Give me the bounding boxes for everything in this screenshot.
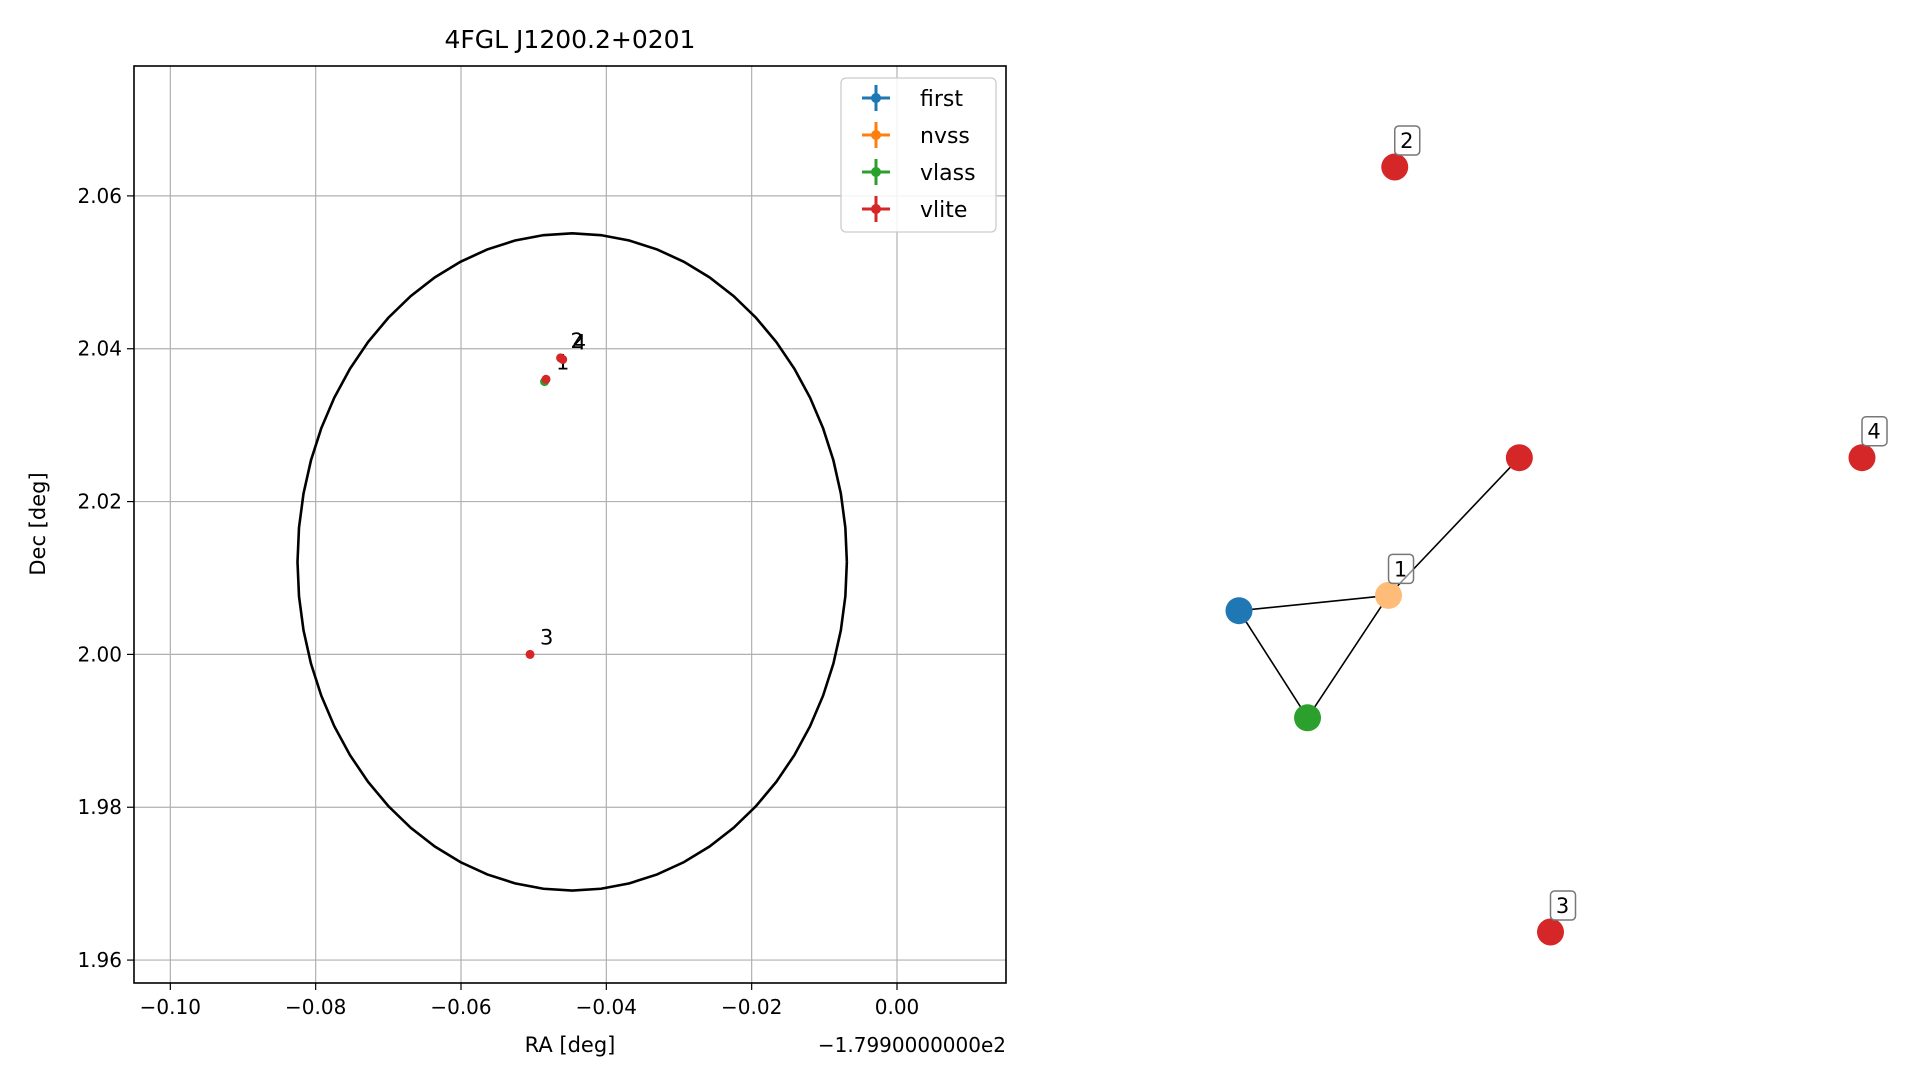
y-tick-label: 1.96 (77, 948, 122, 972)
data-point-vlite (541, 374, 551, 384)
network-nodes: 1 2 3 4 (1225, 125, 1888, 946)
node-vlite-1 (1505, 444, 1533, 472)
legend-marker-dot (871, 204, 881, 214)
node-vlite-4 (1848, 444, 1876, 472)
node-vlass (1294, 704, 1322, 732)
point-label: 2 (571, 329, 584, 353)
node-label: 1 (1387, 553, 1415, 585)
point-label: 3 (540, 625, 553, 649)
network-graph: 1 2 3 4 (1225, 125, 1888, 946)
network-edges (1238, 457, 1520, 719)
node-label-text: 3 (1556, 894, 1569, 918)
data-point-vlite (558, 354, 568, 364)
legend-label-first: first (920, 87, 963, 112)
ellipse-outline (296, 232, 849, 892)
network-edge (1306, 594, 1390, 719)
node-label: 2 (1394, 125, 1421, 156)
y-tick-label: 1.98 (77, 795, 122, 819)
legend: first nvss vlass vlite (840, 77, 997, 233)
legend-label-nvss: nvss (920, 124, 970, 149)
node-label: 4 (1861, 415, 1888, 447)
node-nvss (1375, 581, 1403, 609)
point-label: 4 (573, 330, 586, 354)
x-tick-label: −0.06 (430, 995, 491, 1019)
data-point-vlite (525, 649, 535, 659)
x-tick-label: −0.08 (285, 995, 346, 1019)
node-label-box (1549, 890, 1577, 921)
node-vlite-2 (1381, 153, 1409, 181)
x-tick-label: 0.00 (875, 995, 920, 1019)
node-label-text: 4 (1867, 420, 1880, 444)
node-label-box (1394, 125, 1421, 156)
x-offset-label: −1.7990000000e2 (818, 1033, 1006, 1057)
legend-marker-dot (871, 130, 881, 140)
legend-marker-dot (871, 93, 881, 103)
x-tick-label: −0.04 (576, 995, 637, 1019)
y-tick-label: 2.04 (77, 337, 122, 361)
chart-title: 4FGL J1200.2+0201 (445, 25, 696, 54)
legend-marker-dot (871, 167, 881, 177)
node-label-text: 2 (1400, 129, 1413, 153)
node-label-box (1387, 553, 1415, 585)
node-label-box (1861, 415, 1888, 447)
network-edge (1238, 594, 1389, 612)
y-tick-label: 2.06 (77, 184, 122, 208)
network-edge (1238, 610, 1309, 719)
y-axis-label: Dec [deg] (26, 472, 50, 575)
node-label: 3 (1549, 890, 1577, 921)
legend-label-vlass: vlass (920, 161, 976, 186)
node-first (1225, 597, 1253, 625)
localization-ellipse (296, 232, 849, 892)
plot-frame (133, 65, 1007, 984)
y-tick-label: 2.02 (77, 490, 122, 514)
node-vlite-3 (1537, 918, 1564, 946)
legend-label-vlite: vlite (920, 198, 967, 223)
legend-box (840, 77, 997, 233)
node-label-text: 1 (1394, 557, 1407, 581)
x-axis-label: RA [deg] (525, 1033, 616, 1057)
x-tick-label: −0.10 (140, 995, 201, 1019)
x-tick-label: −0.02 (721, 995, 782, 1019)
y-axis: 1.96 1.98 2.00 2.02 2.04 2.06 (77, 184, 134, 972)
y-tick-label: 2.00 (77, 642, 122, 666)
x-axis: −0.10 −0.08 −0.06 −0.04 −0.02 0.00 (140, 983, 920, 1019)
